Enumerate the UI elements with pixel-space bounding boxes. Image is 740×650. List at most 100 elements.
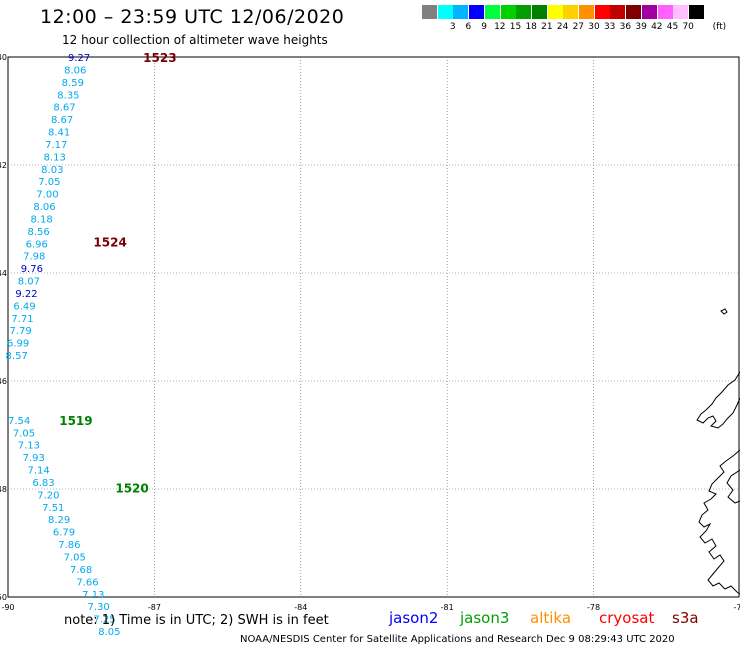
legend-swatch xyxy=(641,5,657,19)
legend-swatch xyxy=(673,5,689,19)
satellite-label-altika: altika xyxy=(530,609,572,627)
pass-number-label: 1520 xyxy=(115,481,148,495)
legend-swatch xyxy=(453,5,469,19)
longitude-tick-label: -90 xyxy=(1,603,14,612)
wave-height-value: 7.05 xyxy=(64,553,86,564)
legend-label: 9 xyxy=(481,22,487,32)
legend-swatch xyxy=(500,5,516,19)
wave-height-value: 7.66 xyxy=(76,577,98,588)
coastline xyxy=(696,371,740,429)
legend-label: 24 xyxy=(556,22,569,32)
legend-label: 30 xyxy=(588,22,600,32)
wave-height-value: 7.25 xyxy=(93,615,115,626)
legend-swatch xyxy=(469,5,485,19)
longitude-tick-label: -75 xyxy=(733,603,740,612)
wave-height-value: 7.71 xyxy=(11,314,33,325)
latitude-tick-label: -42 xyxy=(0,161,7,170)
pass-number-label: 1524 xyxy=(93,236,126,250)
legend-label: 33 xyxy=(603,22,616,32)
wave-height-value: 7.54 xyxy=(8,416,30,427)
wave-height-value: 7.86 xyxy=(58,540,80,551)
satellite-label-jason2: jason2 xyxy=(389,609,439,627)
wave-height-value: 7.13 xyxy=(82,590,104,601)
latitude-tick-label: -40 xyxy=(0,53,7,62)
wave-height-value: 7.00 xyxy=(36,190,58,201)
wave-height-value: 8.06 xyxy=(33,202,55,213)
latitude-tick-label: -48 xyxy=(0,485,7,494)
latitude-tick-label: -44 xyxy=(0,269,7,278)
wave-height-value: 9.27 xyxy=(68,53,90,64)
satellite-label-cryosat: cryosat xyxy=(599,609,655,627)
wave-height-value: 7.20 xyxy=(37,490,59,501)
wave-height-value: 8.29 xyxy=(48,515,70,526)
coastline xyxy=(726,469,740,504)
pass-number-label: 1523 xyxy=(143,51,176,65)
wave-height-value: 7.14 xyxy=(28,466,50,477)
legend-swatch xyxy=(437,5,453,19)
wave-height-value: 8.13 xyxy=(44,152,66,163)
legend-swatch xyxy=(594,5,610,19)
wave-height-value: 9.22 xyxy=(15,289,37,300)
wave-height-value: 8.07 xyxy=(18,277,40,288)
legend-unit: (ft) xyxy=(712,22,727,32)
satellite-label-s3a: s3a xyxy=(672,609,699,627)
legend-label: 70 xyxy=(682,22,694,32)
legend-label: 36 xyxy=(619,22,632,32)
longitude-tick-label: -84 xyxy=(294,603,307,612)
legend-swatch xyxy=(531,5,547,19)
wave-height-value: 7.13 xyxy=(18,441,40,452)
legend-swatch xyxy=(484,5,500,19)
wave-height-value: 7.79 xyxy=(9,326,31,337)
page-subtitle: 12 hour collection of altimeter wave hei… xyxy=(62,33,328,47)
wave-height-value: 8.41 xyxy=(48,128,70,139)
wave-height-value: 6.96 xyxy=(26,239,48,250)
wave-height-value: 7.93 xyxy=(23,453,45,464)
longitude-tick-label: -87 xyxy=(148,603,161,612)
legend-swatch xyxy=(610,5,626,19)
legend-label: 42 xyxy=(651,22,663,32)
legend-label: 27 xyxy=(572,22,585,32)
wave-height-value: 8.18 xyxy=(30,214,52,225)
latitude-tick-label: -50 xyxy=(0,593,7,602)
wave-height-value: 6.83 xyxy=(32,478,54,489)
legend-label: 18 xyxy=(525,22,537,32)
wave-height-value: 8.03 xyxy=(41,165,63,176)
wave-height-value: 6.99 xyxy=(7,339,29,350)
page-title: 12:00 – 23:59 UTC 12/06/2020 xyxy=(40,6,345,28)
legend-swatch xyxy=(688,5,704,19)
map-frame xyxy=(7,56,740,598)
longitude-tick-label: -81 xyxy=(441,603,454,612)
latitude-tick-label: -46 xyxy=(0,377,7,386)
legend-label: 12 xyxy=(494,22,506,32)
legend-swatch xyxy=(422,5,437,19)
legend-swatch xyxy=(516,5,532,19)
wave-height-value: 8.56 xyxy=(28,227,50,238)
wave-height-value: 7.05 xyxy=(38,177,60,188)
legend-swatch xyxy=(547,5,563,19)
wave-height-value: 7.17 xyxy=(45,140,67,151)
legend-swatch xyxy=(579,5,594,19)
wave-height-value: 8.57 xyxy=(6,351,28,362)
wave-height-value: 7.51 xyxy=(42,503,64,514)
legend-label: 39 xyxy=(635,22,647,32)
wave-height-value: 7.30 xyxy=(88,602,110,613)
wave-height-value: 7.05 xyxy=(13,428,35,439)
wave-height-value: 7.68 xyxy=(70,565,92,576)
wave-height-value: 6.49 xyxy=(13,301,35,312)
wave-height-value: 9.76 xyxy=(21,264,43,275)
wave-height-value: 6.79 xyxy=(53,528,75,539)
footer-credit: NOAA/NESDIS Center for Satellite Applica… xyxy=(240,634,675,645)
legend-label: 21 xyxy=(541,22,553,32)
longitude-tick-label: -78 xyxy=(587,603,600,612)
wave-height-value: 8.05 xyxy=(98,627,120,638)
pass-number-label: 1519 xyxy=(59,414,92,428)
legend-label: 3 xyxy=(449,22,456,32)
note-text: note: 1) Time is in UTC; 2) SWH is in fe… xyxy=(64,613,329,628)
legend-label: 45 xyxy=(666,22,679,32)
wave-height-value: 8.06 xyxy=(64,65,86,76)
satellite-label-jason3: jason3 xyxy=(460,609,510,627)
wave-height-value: 8.67 xyxy=(53,103,75,114)
coastline xyxy=(698,449,740,595)
legend-swatch xyxy=(657,5,673,19)
